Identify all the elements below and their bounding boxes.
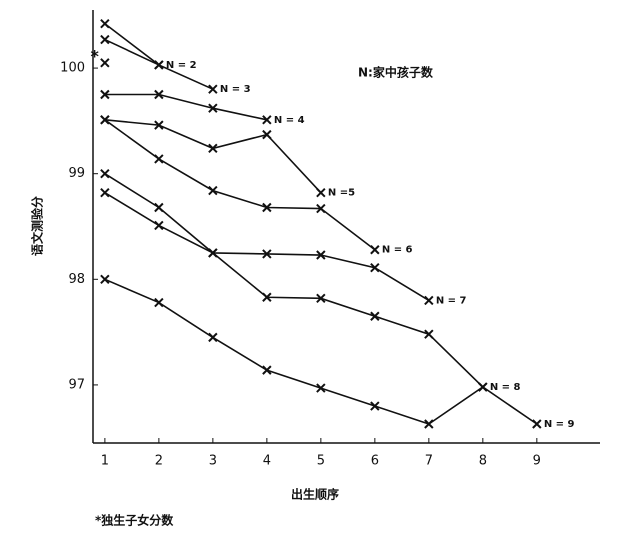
- point-marker: [370, 262, 380, 273]
- point-marker: [100, 187, 110, 198]
- series-line: [104, 192, 484, 388]
- point-marker: [262, 129, 272, 140]
- point-marker: [154, 154, 164, 164]
- series-label: N = 6: [382, 245, 413, 256]
- point-marker: [316, 187, 326, 198]
- x-tick-label: 4: [263, 454, 271, 469]
- point-marker: [370, 245, 380, 255]
- point-marker: [424, 419, 434, 429]
- point-marker: [154, 120, 164, 130]
- point-marker: [100, 89, 110, 100]
- x-tick-label: 6: [371, 454, 379, 469]
- series-label: N = 3: [220, 84, 251, 95]
- series-label: N =5: [328, 188, 355, 199]
- point-marker: [262, 249, 272, 259]
- point-marker: [316, 293, 326, 304]
- x-tick-label: 8: [479, 454, 487, 469]
- point-marker: [100, 115, 110, 125]
- point-marker: [208, 185, 218, 196]
- point-marker: [208, 248, 218, 258]
- point-marker: [316, 250, 326, 260]
- y-tick-label: 100: [60, 61, 85, 76]
- point-marker: [262, 115, 272, 125]
- series-label: N = 7: [436, 295, 467, 306]
- point-marker: [100, 58, 110, 68]
- point-marker: [262, 365, 272, 375]
- point-marker: [208, 332, 218, 343]
- point-marker: [154, 202, 164, 213]
- series-label: N = 9: [544, 419, 575, 430]
- series-line: [104, 38, 160, 66]
- y-axis-label: 语文测验分: [30, 196, 45, 256]
- point-marker: [262, 202, 272, 213]
- x-tick-label: 3: [209, 454, 217, 469]
- x-tick-label: 5: [317, 454, 325, 469]
- series-line: [104, 93, 268, 121]
- point-marker: [208, 84, 218, 94]
- annotation: N:家中孩子数: [358, 65, 434, 80]
- x-tick-label: 7: [425, 454, 433, 469]
- y-tick-label: 98: [68, 272, 85, 287]
- series-line: [104, 278, 538, 425]
- point-marker: [100, 34, 110, 45]
- point-marker: [154, 60, 164, 70]
- point-marker: [208, 143, 218, 154]
- series-label: N = 8: [490, 382, 521, 393]
- y-tick-label: 97: [68, 377, 85, 392]
- series-line: [104, 119, 376, 251]
- point-marker: [532, 419, 542, 429]
- series-line: [104, 173, 430, 302]
- point-marker: [370, 311, 380, 321]
- point-marker: [100, 19, 110, 29]
- point-marker: [262, 292, 272, 302]
- point-marker: [100, 274, 110, 285]
- series-label: N = 2: [166, 60, 197, 71]
- point-marker: [100, 168, 110, 179]
- point-marker: [424, 329, 434, 339]
- x-tick-label: 1: [101, 454, 109, 469]
- point-marker: [478, 382, 488, 392]
- point-marker: [370, 401, 380, 411]
- point-marker: [208, 103, 218, 113]
- series-label: N = 4: [274, 115, 305, 126]
- series-line: [104, 23, 214, 90]
- x-tick-label: 2: [155, 454, 163, 469]
- point-marker: [154, 89, 164, 100]
- x-tick-label: 9: [533, 454, 541, 469]
- point-marker: [154, 297, 164, 308]
- series-label: *: [91, 46, 100, 65]
- point-marker: [424, 295, 434, 306]
- point-marker: [154, 220, 164, 231]
- footnote: *独生子女分数: [95, 513, 174, 528]
- series-line: [104, 119, 322, 194]
- x-axis-label: 出生顺序: [291, 487, 339, 502]
- y-tick-label: 99: [68, 166, 85, 181]
- point-marker: [316, 203, 326, 214]
- point-marker: [316, 383, 326, 393]
